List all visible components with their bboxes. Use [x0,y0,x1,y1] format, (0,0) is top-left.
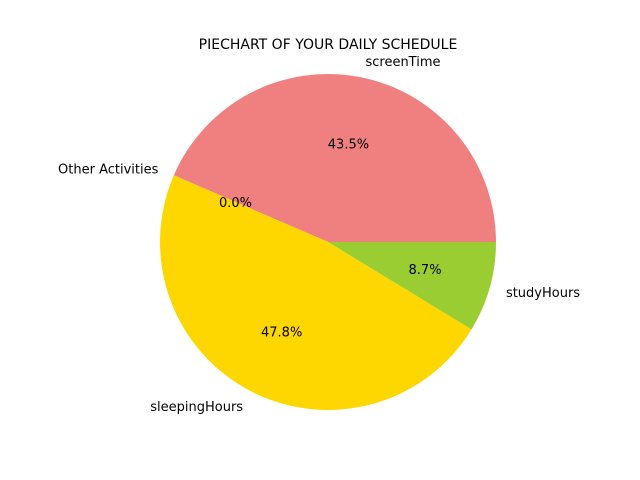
pct-label-screen-time: 43.5% [328,137,369,152]
pct-label-sleeping-hours: 47.8% [261,326,302,341]
chart-title: PIECHART OF YOUR DAILY SCHEDULE [199,37,458,53]
pie-slice-sleeping-hours [160,175,472,410]
category-labels: screenTime Other Activities sleepingHours s… [58,55,580,415]
pct-label-other-activities: 0.0% [219,196,252,211]
pct-label-study-hours: 8.7% [409,263,442,278]
category-label-sleeping-hours: sleepingHours [150,400,243,415]
category-label-screen-time: screenTime [365,55,440,70]
category-label-study-hours: studyHours [506,286,580,301]
percent-labels: 43.5% 0.0% 47.8% 8.7% [219,137,442,340]
pie-slice-screen-time [173,74,496,243]
pie-slices [160,74,496,410]
category-label-other-activities: Other Activities [58,163,159,178]
pie-slice-study-hours [328,242,496,330]
